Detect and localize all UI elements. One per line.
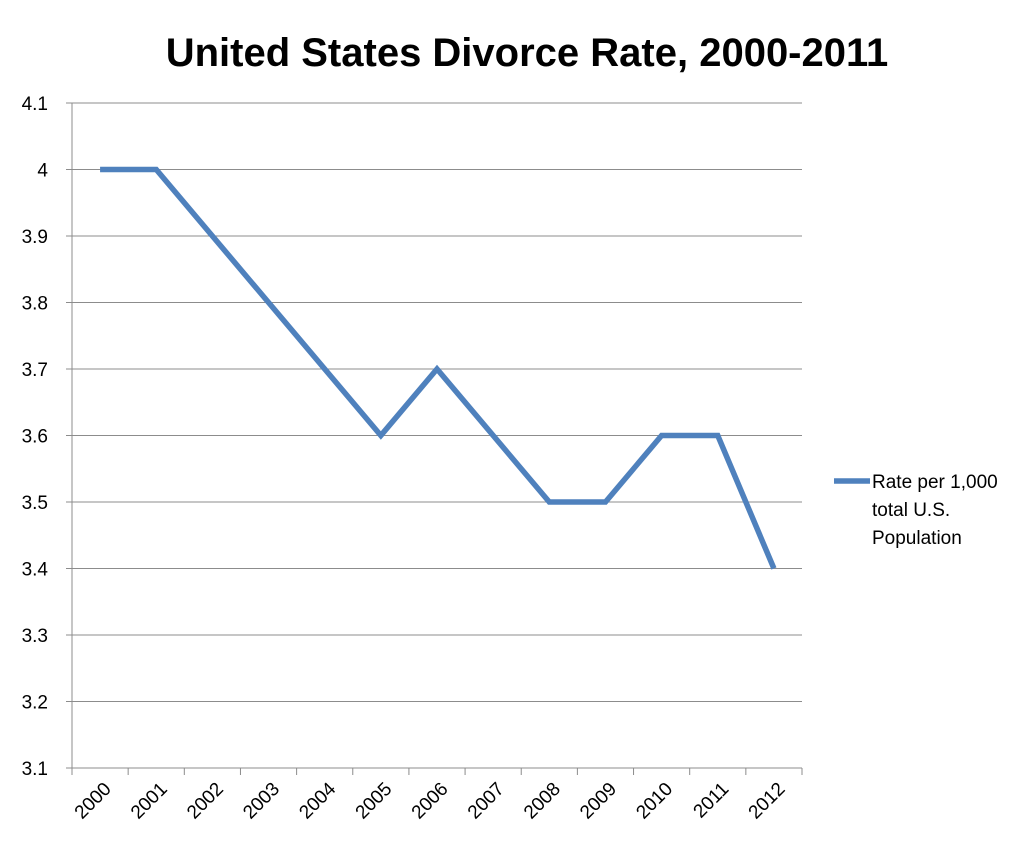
axes [71, 103, 803, 775]
legend: Rate per 1,000 total U.S. Population [834, 472, 998, 549]
legend-label-line: total U.S. [872, 500, 950, 521]
y-tick-label: 3.8 [22, 294, 48, 315]
y-tick-label: 3.1 [22, 759, 48, 780]
x-tick-label: 2001 [127, 779, 172, 824]
x-tick-label: 2010 [632, 779, 677, 824]
y-tick-label: 3.5 [22, 493, 48, 514]
y-tick-label: 3.3 [22, 626, 48, 647]
x-tick-labels: 2000 2001 2002 2003 2004 2005 2006 2007 2008 2009… [71, 778, 790, 823]
series-lines [100, 166, 777, 570]
x-tick-label: 2008 [520, 779, 565, 824]
legend-label-line: Population [872, 528, 962, 549]
x-tick-label: 2007 [464, 779, 509, 824]
x-tick-label: 2000 [71, 779, 116, 824]
legend-label: Rate per 1,000 total U.S. Population [872, 472, 998, 549]
x-tick-label: 2009 [576, 779, 621, 824]
x-tick-label: 2012 [745, 779, 790, 824]
y-tick-label: 3.9 [22, 227, 48, 248]
x-tick-label: 2002 [183, 779, 228, 824]
x-tick-label: 2006 [408, 779, 453, 824]
y-tick-label: 3.7 [22, 360, 48, 381]
chart-title: United States Divorce Rate, 2000-2011 [166, 31, 889, 75]
y-tick-label: 4 [37, 161, 48, 182]
series-line [100, 166, 777, 570]
y-tick-label: 3.4 [22, 560, 49, 581]
x-tick-label: 2003 [239, 779, 284, 824]
legend-label-line: Rate per 1,000 [872, 472, 998, 493]
y-tick-label: 3.2 [22, 693, 48, 714]
y-tick-label: 4.1 [22, 94, 48, 115]
y-tick-labels: 3.1 3.2 3.3 3.4 3.5 3.6 3.7 3.8 3.9 4 4.1 [22, 94, 49, 780]
y-tick-label: 3.6 [22, 427, 48, 448]
x-tick-label: 2004 [295, 778, 340, 823]
x-tick-label: 2011 [690, 779, 734, 823]
x-tick-label: 2005 [352, 779, 397, 824]
